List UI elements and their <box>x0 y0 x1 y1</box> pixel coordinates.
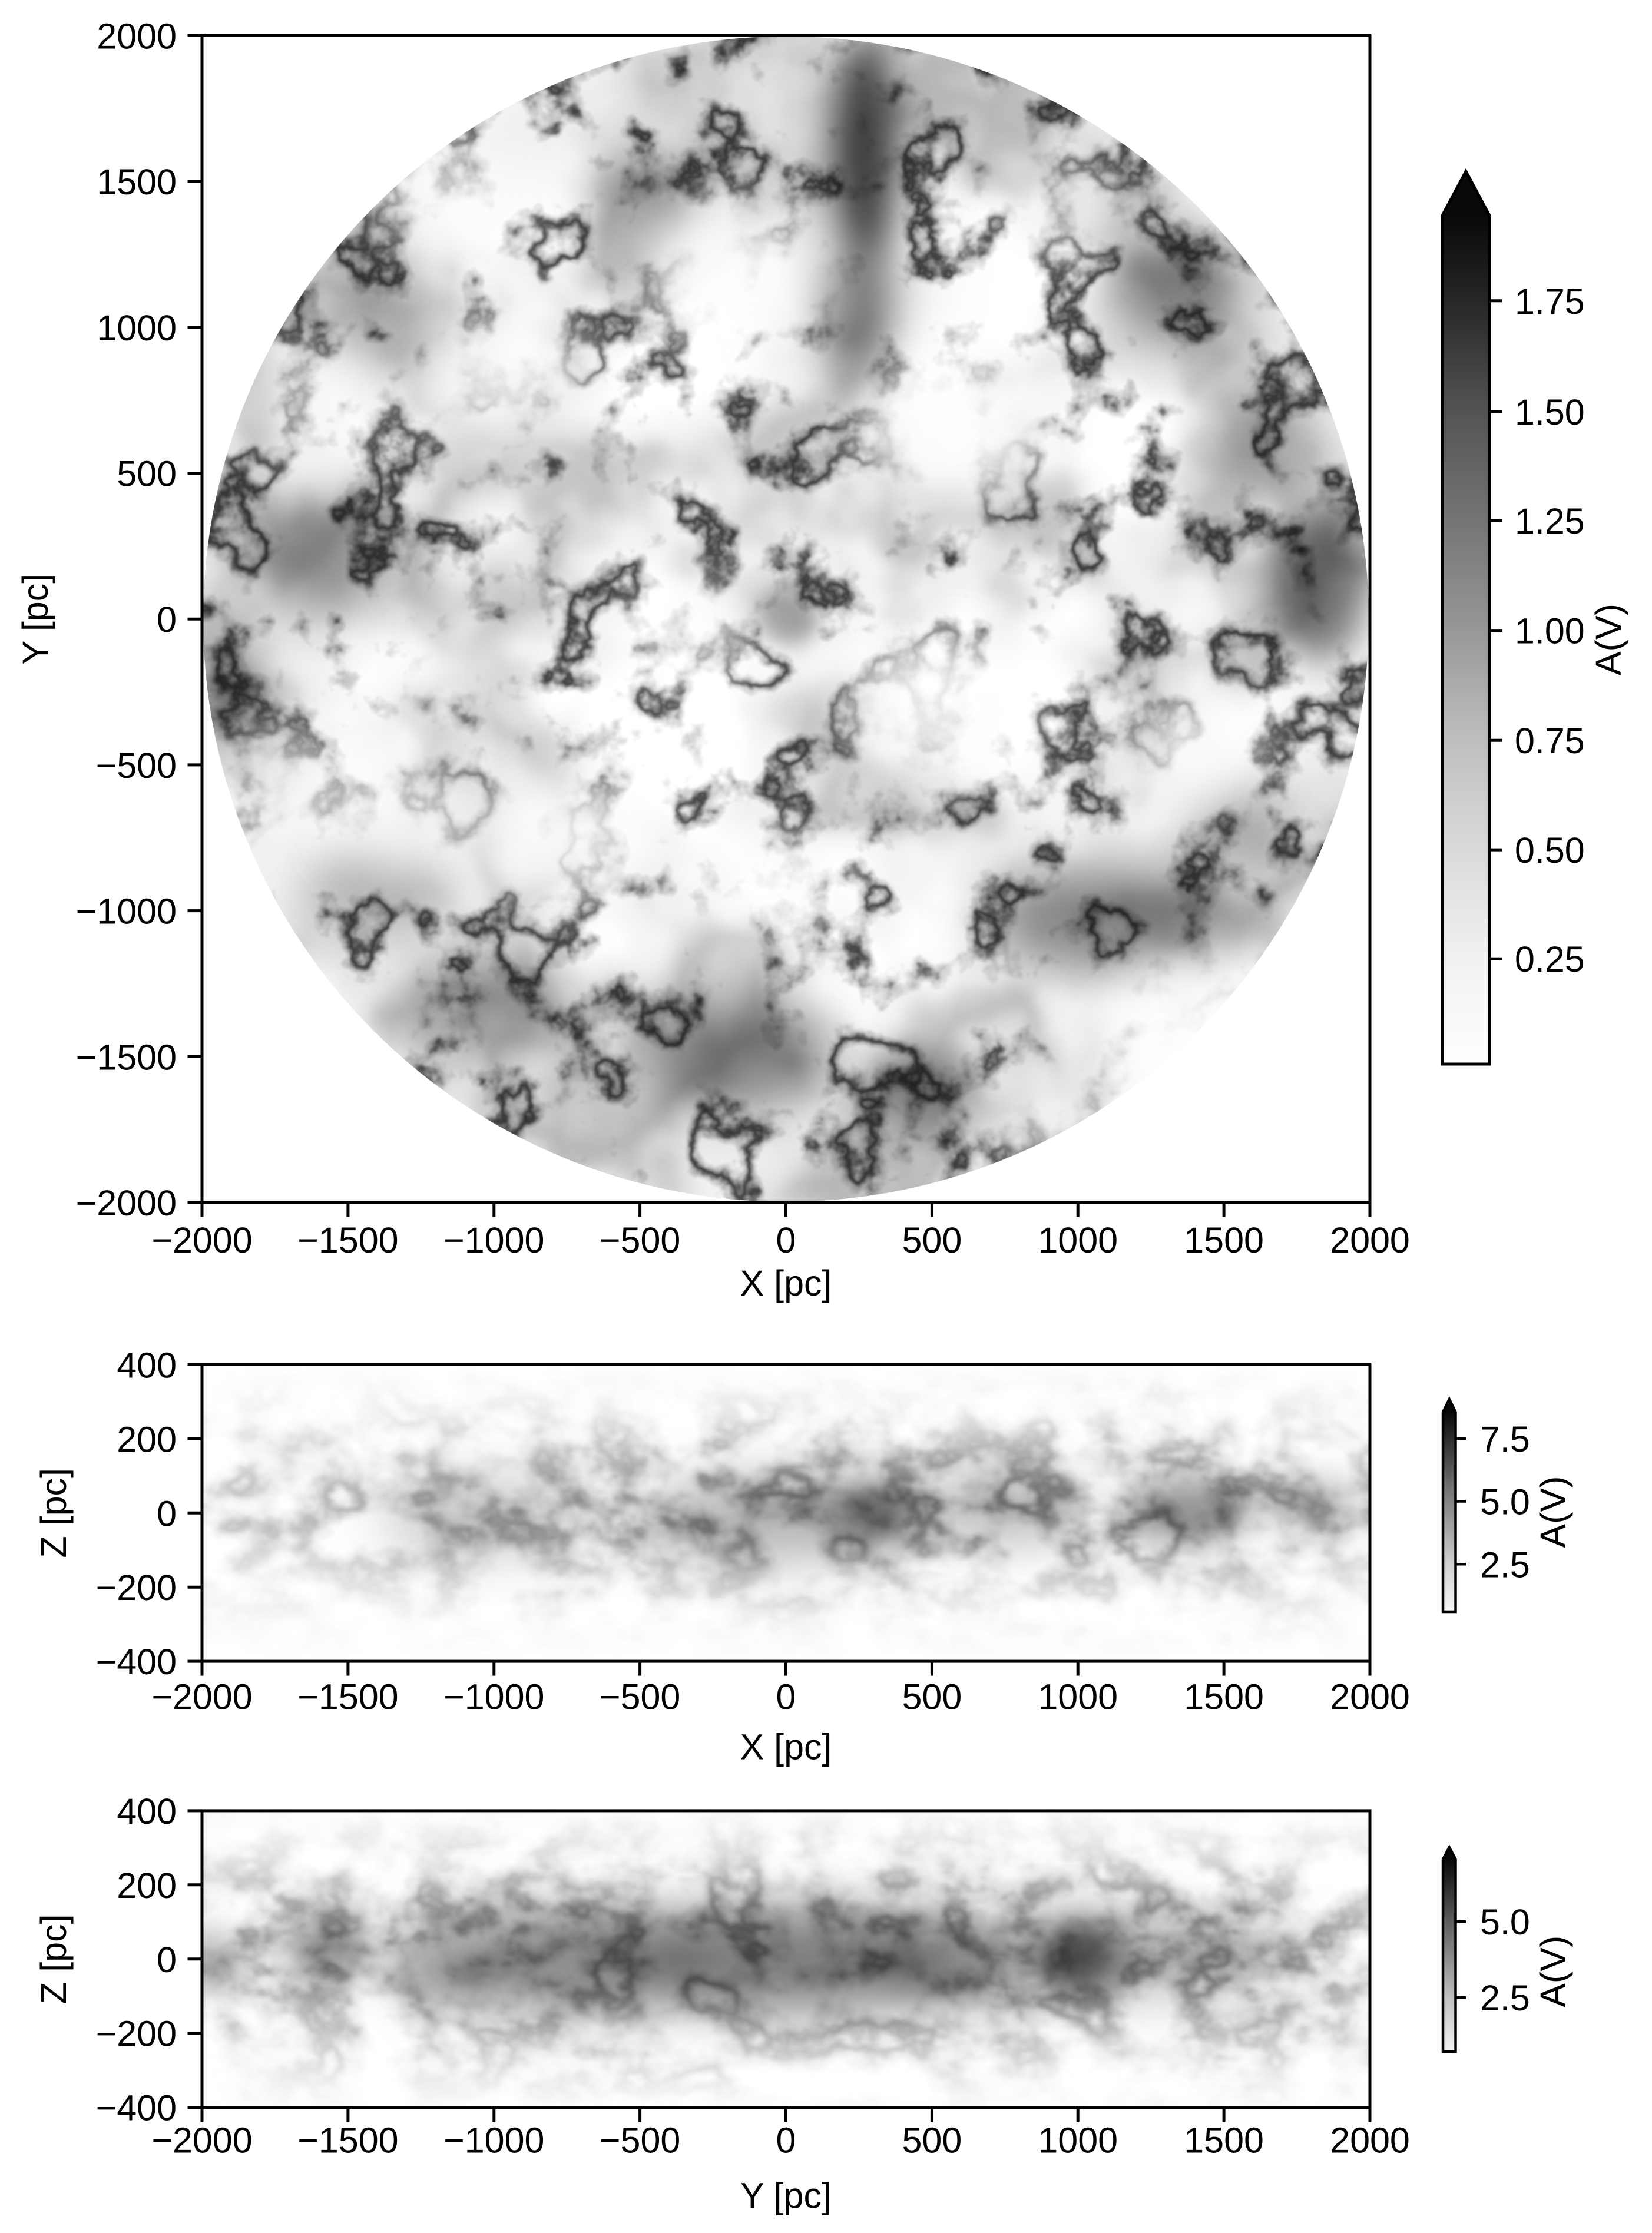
svg-text:−2000: −2000 <box>151 2121 252 2161</box>
svg-text:−400: −400 <box>96 1642 177 1682</box>
svg-text:−2000: −2000 <box>151 1677 252 1717</box>
svg-text:0: 0 <box>157 1493 177 1533</box>
svg-text:−400: −400 <box>96 2088 177 2128</box>
svg-text:−200: −200 <box>96 1568 177 1608</box>
svg-text:1000: 1000 <box>97 308 177 348</box>
svg-text:1.50: 1.50 <box>1515 392 1585 432</box>
svg-text:−500: −500 <box>600 1220 680 1260</box>
svg-text:1000: 1000 <box>1038 2121 1118 2161</box>
svg-text:500: 500 <box>902 2121 962 2161</box>
svg-text:1.00: 1.00 <box>1515 611 1585 651</box>
svg-text:Y [pc]: Y [pc] <box>15 574 55 665</box>
svg-text:−1500: −1500 <box>297 1220 398 1260</box>
svg-text:1000: 1000 <box>1038 1220 1118 1260</box>
svg-text:1.25: 1.25 <box>1515 501 1585 541</box>
svg-text:5.0: 5.0 <box>1480 1482 1530 1522</box>
svg-text:0: 0 <box>157 1940 177 1980</box>
svg-text:1000: 1000 <box>1038 1677 1118 1717</box>
svg-text:400: 400 <box>117 1791 177 1831</box>
svg-text:1500: 1500 <box>1184 1220 1264 1260</box>
svg-text:0.50: 0.50 <box>1515 830 1585 870</box>
svg-text:−500: −500 <box>96 746 177 786</box>
svg-text:−500: −500 <box>600 2121 680 2161</box>
svg-text:−1500: −1500 <box>76 1037 177 1077</box>
svg-text:200: 200 <box>117 1419 177 1459</box>
svg-text:Y [pc]: Y [pc] <box>740 2176 832 2216</box>
svg-text:Z [pc]: Z [pc] <box>34 1468 74 1558</box>
svg-text:7.5: 7.5 <box>1480 1419 1530 1459</box>
svg-text:A(V): A(V) <box>1588 604 1628 675</box>
svg-text:A(V): A(V) <box>1533 1476 1573 1548</box>
svg-text:5.0: 5.0 <box>1480 1902 1530 1942</box>
svg-text:400: 400 <box>117 1346 177 1386</box>
svg-text:0: 0 <box>776 1220 796 1260</box>
svg-text:−2000: −2000 <box>151 1220 252 1260</box>
svg-text:1500: 1500 <box>1184 1677 1264 1717</box>
svg-text:−1000: −1000 <box>443 1220 544 1260</box>
svg-text:500: 500 <box>902 1220 962 1260</box>
svg-text:A(V): A(V) <box>1533 1936 1573 2007</box>
svg-text:X [pc]: X [pc] <box>740 1263 832 1303</box>
svg-text:−500: −500 <box>600 1677 680 1717</box>
svg-text:2000: 2000 <box>1330 1220 1410 1260</box>
svg-text:−200: −200 <box>96 2014 177 2054</box>
svg-text:−1500: −1500 <box>297 1677 398 1717</box>
svg-text:2000: 2000 <box>1330 1677 1410 1717</box>
svg-text:500: 500 <box>902 1677 962 1717</box>
svg-text:2000: 2000 <box>1330 2121 1410 2161</box>
svg-text:−2000: −2000 <box>76 1183 177 1223</box>
svg-text:500: 500 <box>117 454 177 494</box>
svg-text:1500: 1500 <box>1184 2121 1264 2161</box>
svg-text:200: 200 <box>117 1866 177 1906</box>
svg-text:1.75: 1.75 <box>1515 281 1585 322</box>
svg-text:2000: 2000 <box>97 16 177 57</box>
svg-text:−1500: −1500 <box>297 2121 398 2161</box>
svg-text:Z [pc]: Z [pc] <box>34 1914 74 2004</box>
svg-text:0: 0 <box>157 599 177 640</box>
svg-text:−1000: −1000 <box>443 1677 544 1717</box>
svg-text:2.5: 2.5 <box>1480 1545 1530 1585</box>
svg-text:1500: 1500 <box>97 162 177 202</box>
svg-text:−1000: −1000 <box>76 892 177 932</box>
svg-text:−1000: −1000 <box>443 2121 544 2161</box>
svg-text:X [pc]: X [pc] <box>740 1727 832 1767</box>
svg-text:2.5: 2.5 <box>1480 1978 1530 2018</box>
svg-text:0.75: 0.75 <box>1515 721 1585 761</box>
svg-text:0: 0 <box>776 2121 796 2161</box>
svg-text:0.25: 0.25 <box>1515 939 1585 979</box>
svg-text:0: 0 <box>776 1677 796 1717</box>
